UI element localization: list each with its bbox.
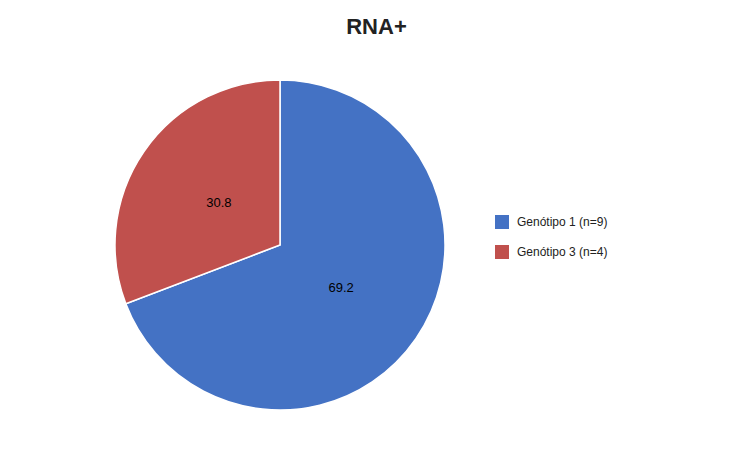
legend-swatch <box>495 215 509 229</box>
legend-item: Genótipo 1 (n=9) <box>495 215 607 229</box>
legend-label: Genótipo 1 (n=9) <box>517 215 607 229</box>
data-label: 30.8 <box>206 195 231 210</box>
legend: Genótipo 1 (n=9) Genótipo 3 (n=4) <box>495 215 607 259</box>
pie-slice <box>115 80 280 304</box>
data-labels: 69.2 30.8 <box>206 195 354 294</box>
data-label: 69.2 <box>328 280 353 295</box>
legend-item: Genótipo 3 (n=4) <box>495 245 607 259</box>
pie <box>115 80 445 410</box>
title: RNA+ <box>346 14 407 39</box>
legend-swatch <box>495 245 509 259</box>
chart: RNA+ 69.2 30.8 Genótipo 1 (n=9) Genótipo 3 (… <box>0 0 753 451</box>
legend-label: Genótipo 3 (n=4) <box>517 245 607 259</box>
